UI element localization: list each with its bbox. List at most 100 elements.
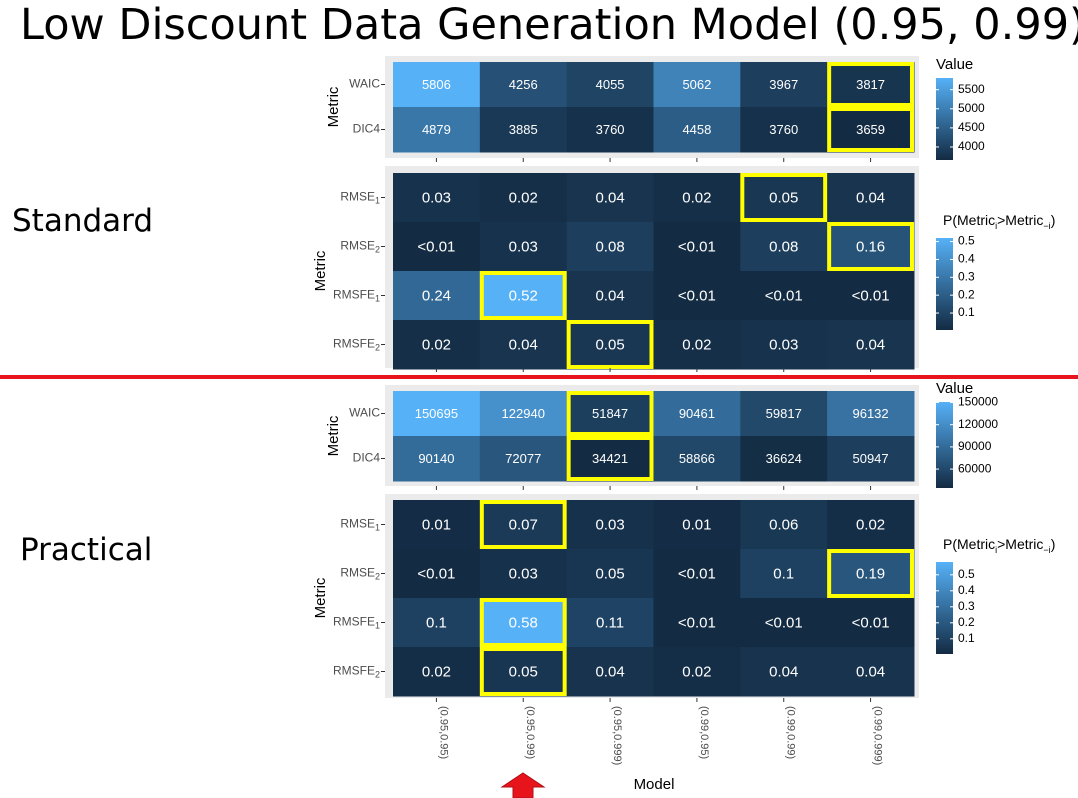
x-tick-label: (0.95,0.99) bbox=[524, 706, 536, 759]
heatmap-cell bbox=[479, 107, 568, 153]
highlight-box bbox=[479, 598, 567, 647]
cell-label: 0.06 bbox=[769, 516, 798, 533]
cell-label: 0.04 bbox=[769, 663, 798, 680]
highlight-box bbox=[566, 436, 654, 481]
legend-tick-label: 0.3 bbox=[958, 599, 975, 613]
heatmap-cell bbox=[740, 598, 828, 648]
cell-label: 36624 bbox=[766, 451, 802, 466]
heatmap-cell bbox=[566, 62, 654, 108]
heatmap-cell bbox=[393, 598, 481, 648]
y-tick-label: DIC4 bbox=[353, 122, 381, 136]
cell-label: 0.03 bbox=[422, 189, 451, 206]
heatmap-cell bbox=[740, 500, 828, 550]
heatmap-cell bbox=[393, 320, 481, 370]
heatmap-cell bbox=[827, 549, 915, 599]
heatmap-cell bbox=[479, 173, 568, 223]
heatmap-cell bbox=[566, 598, 654, 648]
heatmap-cell bbox=[566, 436, 654, 482]
y-tick-label: RMSFE2 bbox=[333, 664, 380, 680]
cell-label: 0.02 bbox=[856, 516, 885, 533]
cell-label: 58866 bbox=[679, 451, 715, 466]
heatmap-cell bbox=[479, 500, 568, 550]
legend-tick-label: 150000 bbox=[958, 395, 998, 409]
cell-label: 72077 bbox=[505, 451, 541, 466]
cell-label: 0.04 bbox=[509, 336, 538, 353]
heatmap-cell bbox=[566, 222, 654, 272]
legend-tick-label: 0.1 bbox=[958, 305, 975, 319]
cell-label: <0.01 bbox=[417, 238, 455, 255]
cell-label: <0.01 bbox=[678, 238, 716, 255]
legend-tick-label: 0.2 bbox=[958, 615, 975, 629]
highlight-box bbox=[827, 107, 914, 152]
cell-label: 0.08 bbox=[595, 238, 624, 255]
highlight-box bbox=[566, 391, 654, 436]
highlight-box bbox=[827, 222, 914, 271]
heatmap-cell bbox=[566, 271, 654, 321]
highlight-box bbox=[479, 271, 567, 320]
heatmap-cell bbox=[393, 271, 481, 321]
legend-colorbar bbox=[936, 562, 953, 654]
heatmap-cell bbox=[393, 500, 481, 550]
cell-label: 3967 bbox=[769, 77, 798, 92]
cell-label: 0.02 bbox=[682, 663, 711, 680]
heatmap-cell bbox=[479, 320, 568, 370]
heatmap-cell bbox=[653, 549, 741, 599]
cell-label: <0.01 bbox=[678, 565, 716, 582]
heatmap-cell bbox=[393, 549, 481, 599]
heatmap-cell bbox=[479, 598, 568, 648]
cell-label: 122940 bbox=[502, 406, 545, 421]
y-tick-label: DIC4 bbox=[353, 451, 381, 465]
cell-label: 5806 bbox=[422, 77, 451, 92]
cell-label: 50947 bbox=[852, 451, 888, 466]
highlight-box bbox=[740, 173, 828, 222]
highlight-box bbox=[479, 647, 567, 696]
heatmap-cell bbox=[566, 647, 654, 697]
y-tick-label: RMSFE2 bbox=[333, 337, 380, 353]
legend-tick-label: 60000 bbox=[958, 461, 992, 475]
heatmap-cell bbox=[393, 647, 481, 697]
cell-label: 0.52 bbox=[509, 287, 538, 304]
heatmap-cell bbox=[566, 391, 654, 437]
heatmap-cell bbox=[393, 173, 481, 223]
heatmap-cell bbox=[479, 222, 568, 272]
y-axis-title: Metric bbox=[325, 86, 342, 127]
legend-tick-label: 0.2 bbox=[958, 287, 975, 301]
legend-tick-label: 0.3 bbox=[958, 269, 975, 283]
x-tick-label: (0.95,0.95) bbox=[437, 706, 449, 759]
cell-label: 5062 bbox=[682, 77, 711, 92]
y-tick-label: RMSE1 bbox=[340, 190, 380, 206]
heatmap-cell bbox=[393, 391, 481, 437]
cell-label: 0.01 bbox=[422, 516, 451, 533]
heatmap-cell bbox=[393, 62, 481, 108]
up-arrow-icon bbox=[500, 772, 546, 798]
legend-title: Value bbox=[936, 56, 973, 73]
heatmap-cell bbox=[479, 62, 568, 108]
cell-label: 0.1 bbox=[426, 614, 447, 631]
heatmap-cell bbox=[653, 173, 741, 223]
heatmap-cell bbox=[393, 222, 481, 272]
cell-label: 3817 bbox=[856, 77, 885, 92]
heatmap-cell bbox=[653, 222, 741, 272]
legend-tick-label: 90000 bbox=[958, 439, 992, 453]
heatmap-cell bbox=[827, 222, 915, 272]
heatmap-cell bbox=[827, 500, 915, 550]
cell-label: 4458 bbox=[682, 122, 711, 137]
highlight-box bbox=[566, 320, 654, 369]
heatmap-cell bbox=[393, 436, 481, 482]
heatmap-cell bbox=[827, 391, 915, 437]
legend-tick-label: 4000 bbox=[958, 139, 985, 153]
cell-label: 0.1 bbox=[773, 565, 794, 582]
heatmap-cell bbox=[479, 436, 568, 482]
cell-label: 0.04 bbox=[856, 189, 885, 206]
cell-label: 0.11 bbox=[596, 614, 624, 631]
cell-label: 0.04 bbox=[595, 287, 624, 304]
cell-label: 0.16 bbox=[856, 238, 885, 255]
heatmap-cell bbox=[653, 391, 741, 437]
cell-label: 0.04 bbox=[856, 663, 885, 680]
heatmap-cell bbox=[566, 107, 654, 153]
heatmap-cell bbox=[479, 647, 568, 697]
cell-label: 0.04 bbox=[856, 336, 885, 353]
legend-tick-label: 0.4 bbox=[958, 583, 975, 597]
heatmap-cell bbox=[740, 549, 828, 599]
